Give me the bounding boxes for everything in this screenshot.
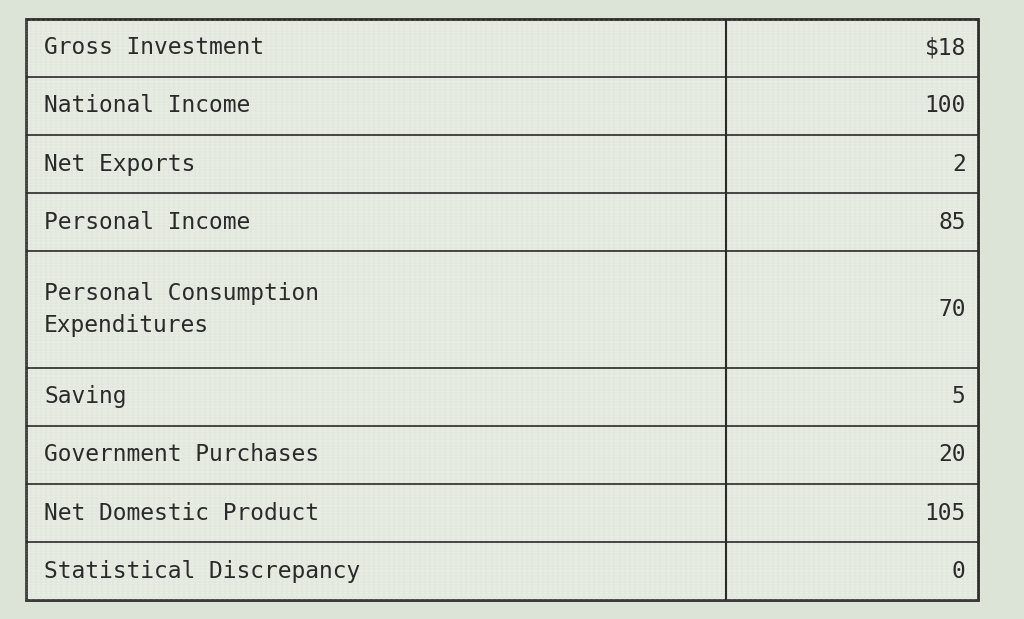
Text: Statistical Discrepancy: Statistical Discrepancy	[44, 560, 360, 583]
Text: Personal Consumption
Expenditures: Personal Consumption Expenditures	[44, 282, 319, 337]
Text: 20: 20	[938, 443, 966, 467]
Text: Net Exports: Net Exports	[44, 152, 196, 176]
Text: 2: 2	[952, 152, 966, 176]
Text: 105: 105	[925, 501, 966, 525]
Text: Net Domestic Product: Net Domestic Product	[44, 501, 319, 525]
Text: Saving: Saving	[44, 385, 127, 409]
Text: 100: 100	[925, 94, 966, 118]
Text: 5: 5	[952, 385, 966, 409]
Text: Gross Investment: Gross Investment	[44, 36, 264, 59]
Text: $18: $18	[925, 36, 966, 59]
Text: 70: 70	[938, 298, 966, 321]
Text: 85: 85	[938, 210, 966, 234]
Text: National Income: National Income	[44, 94, 250, 118]
Text: Personal Income: Personal Income	[44, 210, 250, 234]
Text: 0: 0	[952, 560, 966, 583]
Text: Government Purchases: Government Purchases	[44, 443, 319, 467]
